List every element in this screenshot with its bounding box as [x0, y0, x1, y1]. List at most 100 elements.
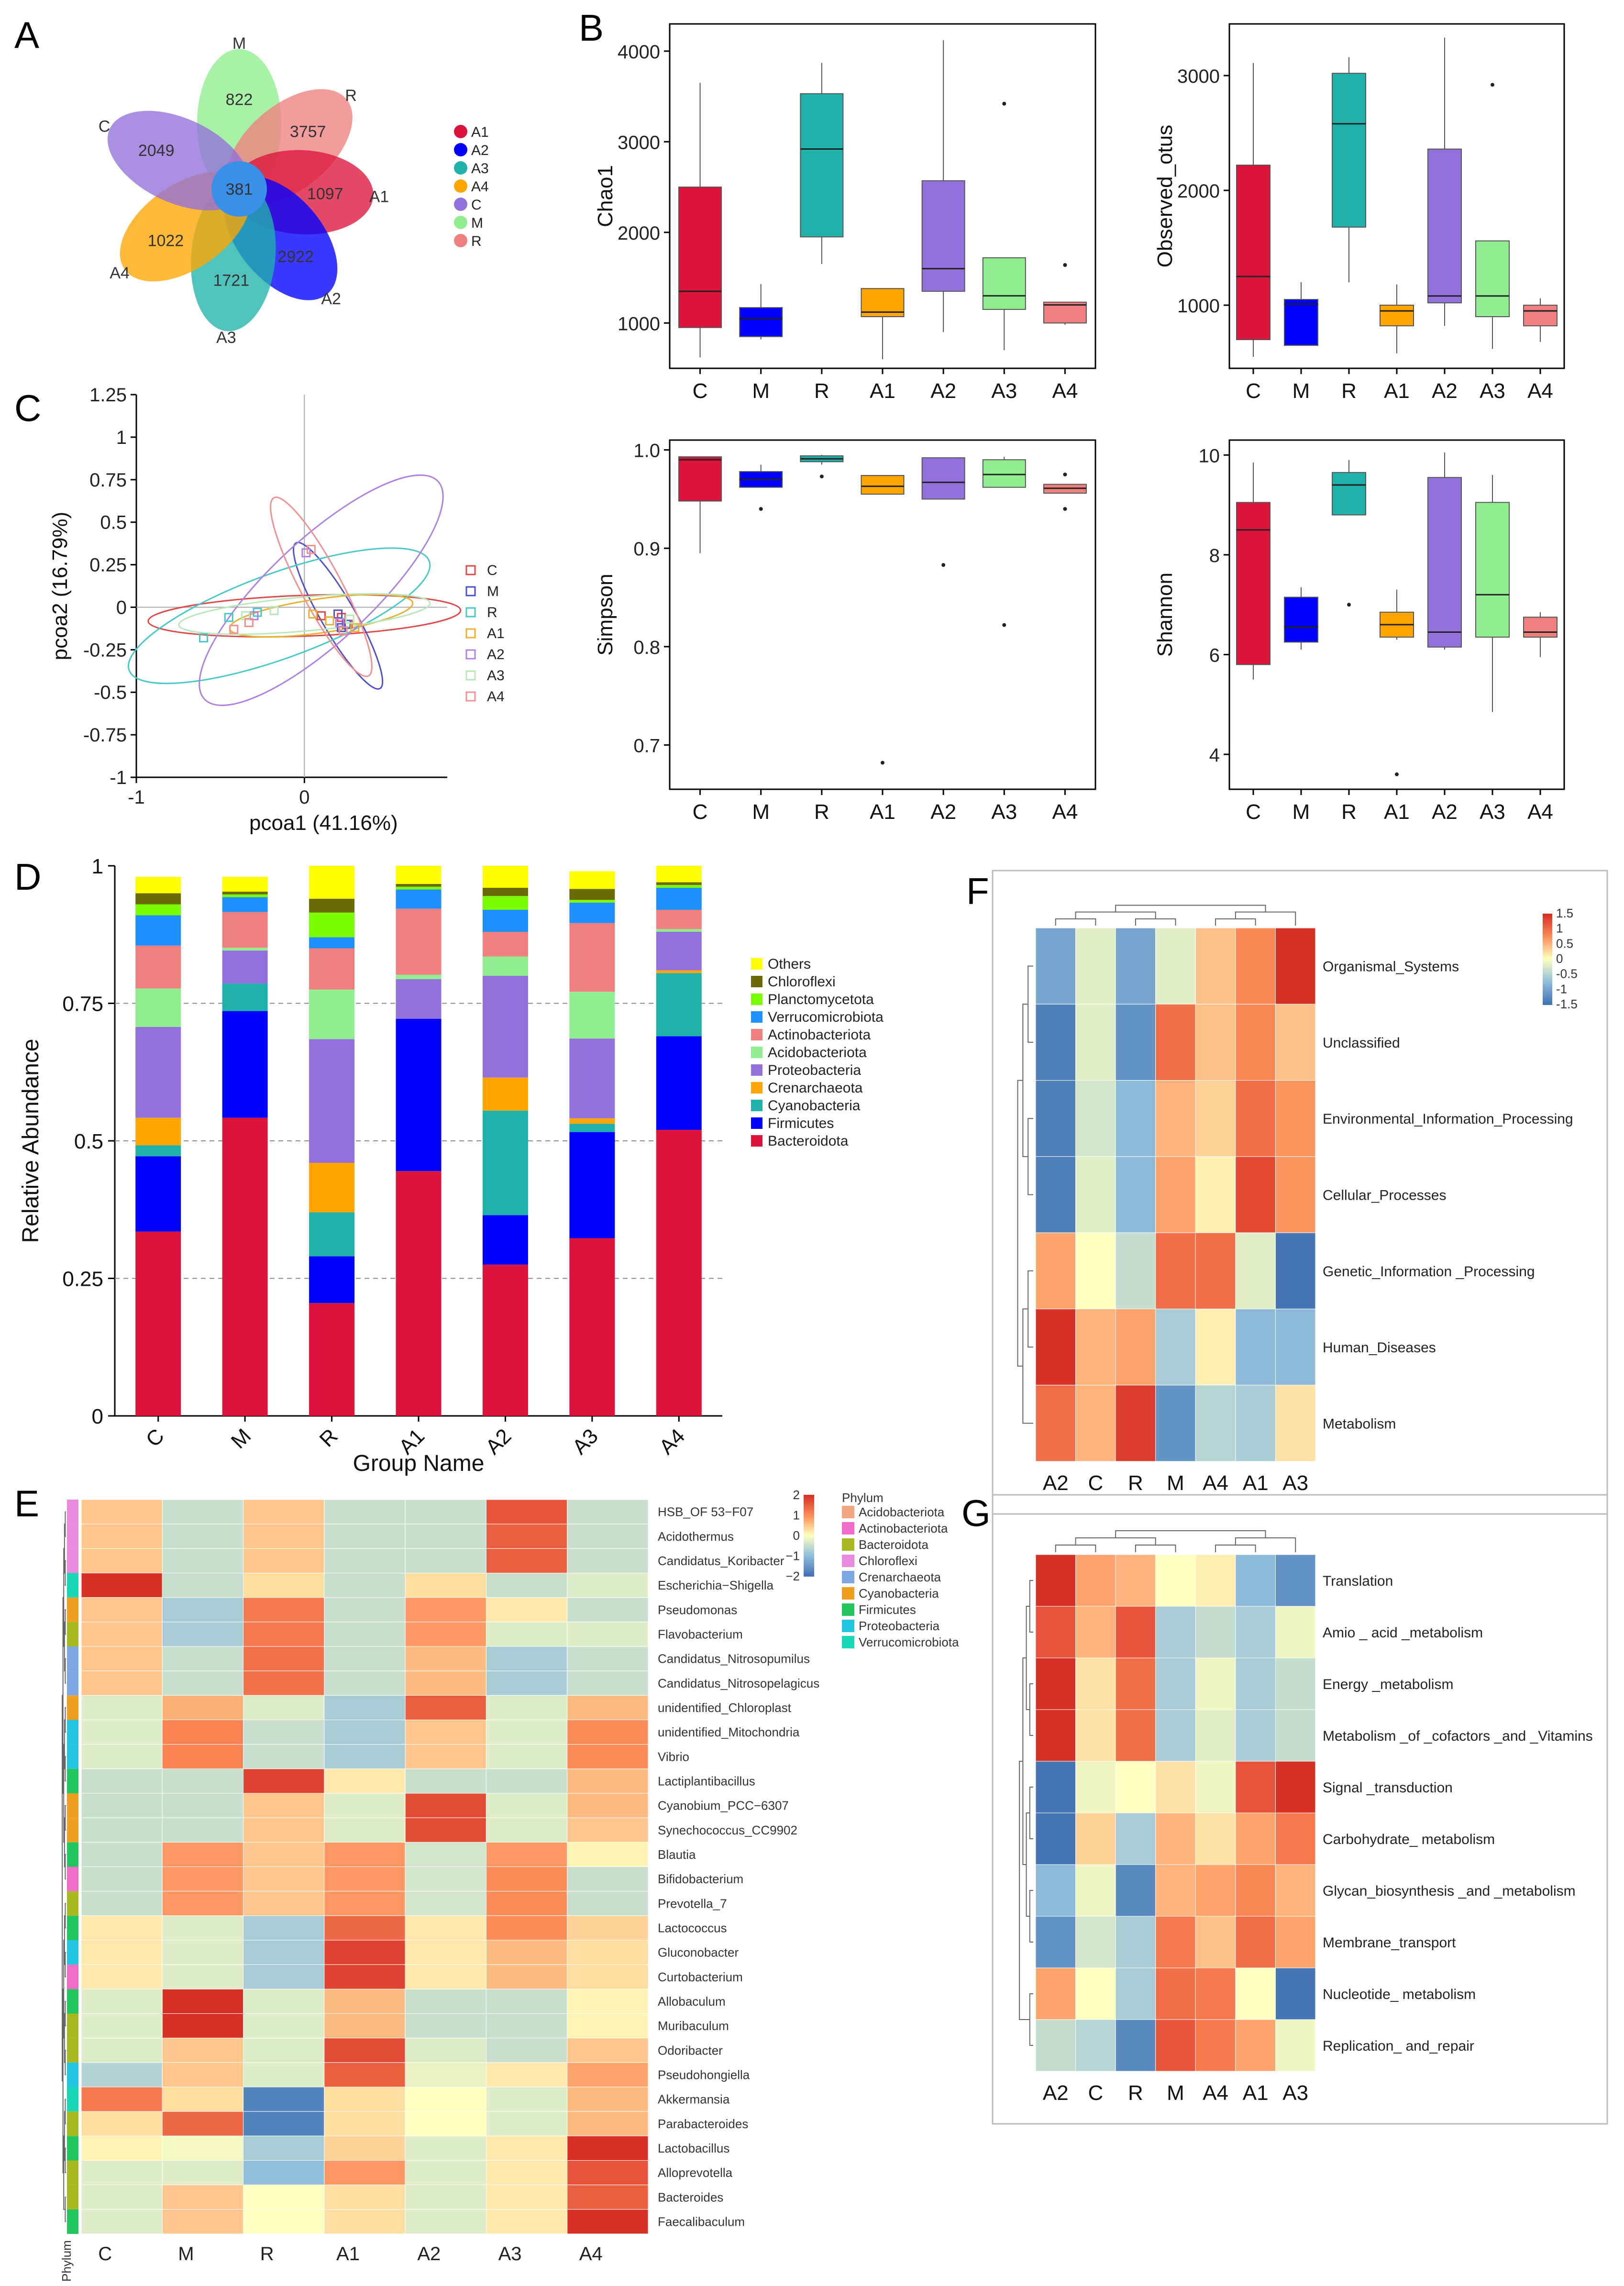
heatmap-cell — [567, 1915, 649, 1941]
point-r — [224, 613, 233, 622]
column-label: A3 — [1282, 1471, 1308, 1495]
phylum-annotation-cell — [67, 1842, 78, 1867]
heatmap-cell — [405, 2111, 486, 2136]
x-tick-label: M — [1293, 800, 1310, 824]
heatmap-cell — [324, 1524, 406, 1549]
dendrogram-branch — [1055, 918, 1096, 926]
heatmap-cell — [405, 2087, 486, 2112]
x-tick-label: A4 — [1052, 800, 1078, 824]
row-label: unidentified_Mitochondria — [658, 1725, 800, 1739]
bar-segment-firmicutes — [569, 1132, 615, 1238]
box-a4 — [1043, 301, 1087, 324]
heatmap-cell — [1075, 1156, 1116, 1233]
y-tick-label: 4 — [1209, 745, 1220, 766]
colorbar-segment — [1543, 950, 1552, 953]
box-c — [678, 187, 722, 328]
heatmap-cell — [1035, 1385, 1076, 1462]
colorbar-segment — [804, 1517, 814, 1520]
heatmap-cell — [324, 1744, 406, 1769]
heatmap-cell — [1035, 1916, 1076, 1968]
heatmap-cell — [1155, 1080, 1196, 1157]
heatmap-cell — [1235, 1864, 1276, 1917]
bar-segment-verrucomicrobiota — [222, 897, 268, 912]
y-tick-label: 1 — [116, 427, 127, 448]
row-label: Alloprevotella — [658, 2165, 733, 2180]
y-tick-label: 8 — [1209, 545, 1220, 566]
venn-petal-value: 822 — [226, 91, 253, 109]
x-tick-label: A3 — [1480, 379, 1505, 403]
heatmap-cell — [1075, 2019, 1116, 2072]
heatmap-cell — [324, 2111, 406, 2136]
bar-segment-cyanobacteria — [222, 983, 268, 1011]
legend-swatch — [751, 1047, 762, 1058]
heatmap-cell — [1235, 1916, 1276, 1968]
point-a3 — [345, 614, 354, 624]
colorbar-segment — [804, 1527, 814, 1530]
heatmap-cell — [1235, 1554, 1276, 1607]
heatmap-cell — [1195, 1864, 1236, 1917]
row-label: Parabacteroides — [658, 2117, 748, 2131]
y-tick-label: 10 — [1199, 445, 1220, 466]
heatmap-cell — [405, 1622, 486, 1647]
y-tick-label: 0.75 — [89, 470, 127, 491]
row-label: Environmental_Information_Processing — [1323, 1111, 1573, 1127]
heatmap-cell — [243, 1940, 325, 1965]
heatmap-cell — [81, 1499, 163, 1524]
bar-segment-firmicutes — [396, 1018, 442, 1171]
heatmap-cell — [405, 1988, 486, 2014]
phylum-annotation-cell — [67, 2136, 78, 2161]
y-tick-label: 0.75 — [62, 993, 103, 1016]
legend-label: A1 — [487, 626, 505, 641]
heatmap-cell — [81, 2111, 163, 2136]
venn-legend-swatch — [454, 216, 467, 229]
row-label: Cyanobium_PCC−6307 — [658, 1799, 789, 1813]
heatmap-cell — [243, 2062, 325, 2087]
legend-label: C — [487, 563, 497, 578]
x-tick-label: A3 — [1480, 800, 1505, 824]
heatmap-cell — [567, 1940, 649, 1965]
bar-segment-actinobacteriota — [309, 948, 355, 990]
heatmap-cell — [1115, 1812, 1156, 1865]
heatmap-cell — [486, 1988, 568, 2014]
phylum-annotation-cell — [67, 2087, 78, 2112]
colorbar-segment — [804, 1566, 814, 1568]
bar-segment-acidobacteriota — [569, 992, 615, 1039]
heatmap-cell — [567, 1622, 649, 1647]
phylum-annotation-cell — [67, 1818, 78, 1843]
column-label: M — [1167, 1471, 1184, 1495]
dendrogram-branch — [64, 2013, 66, 2063]
venn-legend-label: C — [471, 197, 482, 213]
colorbar-segment — [804, 1495, 814, 1498]
heatmap-cell — [1195, 1080, 1236, 1157]
heatmap-cell — [1275, 1004, 1316, 1081]
heatmap-cell — [1075, 1812, 1116, 1865]
heatmap-cell — [486, 2135, 568, 2161]
heatmap-cell — [324, 1499, 406, 1524]
phylum-annotation-cell — [67, 1720, 78, 1745]
heatmap-cell — [162, 2135, 244, 2161]
phylum-legend-swatch — [842, 1620, 854, 1632]
bar-segment-acidobacteriota — [222, 948, 268, 951]
column-label: A4 — [579, 2243, 603, 2264]
colorbar-segment — [804, 1535, 814, 1538]
heatmap-cell — [405, 1817, 486, 1843]
heatmap-cell — [1195, 1156, 1236, 1233]
point-r — [199, 633, 209, 642]
heatmap-cell — [243, 2087, 325, 2112]
heatmap-cell — [81, 2062, 163, 2087]
phylum-annotation-cell — [67, 2185, 78, 2209]
legend-swatch — [751, 1029, 762, 1040]
heatmap-cell — [81, 1720, 163, 1745]
bar-segment-bacteroidota — [569, 1238, 615, 1416]
colorbar-segment — [1543, 925, 1552, 928]
heatmap-cell — [243, 1695, 325, 1720]
heatmap-cell — [243, 2185, 325, 2210]
heatmap-cell — [324, 1695, 406, 1720]
y-tick-label: 2000 — [1177, 181, 1220, 202]
phylum-annotation-cell — [67, 1524, 78, 1549]
heatmap-cell — [81, 1670, 163, 1696]
dendrogram-branch — [64, 1719, 66, 1769]
heatmap-cell — [405, 1646, 486, 1671]
venn-petal-group-label: R — [345, 87, 357, 105]
